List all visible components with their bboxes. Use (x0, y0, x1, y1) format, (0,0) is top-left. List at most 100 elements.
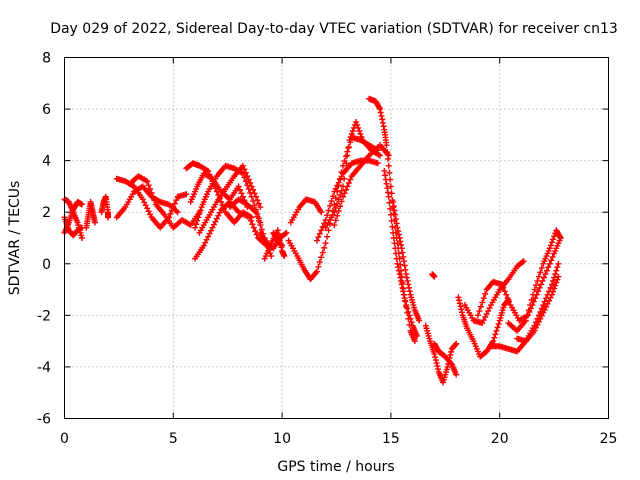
x-axis-label: GPS time / hours (277, 459, 394, 475)
data-point (540, 309, 547, 316)
data-point (455, 294, 462, 301)
data-point (334, 182, 341, 189)
data-point (535, 273, 542, 280)
data-point (398, 241, 405, 248)
data-point (405, 308, 412, 315)
data-point (389, 223, 396, 230)
data-point (544, 300, 551, 307)
data-point (250, 198, 257, 205)
data-point (403, 302, 410, 309)
data-point (432, 357, 439, 364)
data-point (416, 317, 423, 324)
data-point (332, 185, 339, 192)
data-point (395, 264, 402, 271)
y-tick-label: 6 (42, 102, 51, 118)
data-point (251, 190, 258, 197)
data-point (343, 160, 350, 167)
data-point (383, 180, 390, 187)
data-point (503, 291, 510, 298)
data-point (433, 360, 440, 367)
data-point (377, 109, 384, 116)
data-point (279, 242, 286, 249)
data-point (556, 233, 563, 240)
data-point (194, 217, 201, 224)
data-point (241, 174, 248, 181)
data-point (168, 207, 175, 214)
data-point (493, 327, 500, 334)
data-point (406, 284, 413, 291)
data-point (250, 224, 257, 231)
data-point (197, 207, 204, 214)
data-point (377, 152, 384, 159)
data-point (520, 258, 527, 265)
data-point (346, 137, 353, 144)
data-point (534, 277, 541, 284)
x-tick-labels: 0 5 10 15 20 25 (60, 431, 617, 447)
data-point (148, 189, 155, 196)
data-point (399, 284, 406, 291)
data-point (548, 257, 555, 264)
plot-frame (64, 57, 609, 419)
data-point (78, 235, 85, 241)
data-point (550, 236, 557, 243)
data-point (431, 351, 438, 358)
data-point (242, 169, 249, 176)
data-point (257, 204, 264, 211)
data-point (392, 216, 399, 223)
data-point (432, 354, 439, 361)
data-point (318, 227, 325, 234)
data-point (398, 277, 405, 284)
data-point (342, 167, 349, 174)
series-track-20 (322, 118, 384, 231)
series-track-34 (514, 273, 562, 345)
data-point (171, 200, 178, 207)
data-point (406, 312, 413, 319)
data-point (552, 271, 559, 278)
data-point (491, 334, 498, 341)
data-point (404, 277, 411, 284)
data-point (553, 279, 560, 286)
y-tick-label: 2 (42, 205, 51, 221)
data-point (453, 371, 460, 378)
data-point (235, 183, 242, 190)
data-point (539, 277, 546, 284)
data-point (340, 162, 347, 169)
data-point (555, 260, 562, 267)
data-point (551, 285, 558, 292)
data-point (254, 213, 261, 220)
data-point (382, 176, 389, 183)
data-point (408, 319, 415, 326)
data-point (395, 267, 402, 274)
data-point (390, 235, 397, 241)
data-point (193, 221, 200, 228)
x-tick-label: 0 (60, 431, 69, 447)
data-point (274, 227, 281, 234)
data-point (504, 295, 511, 302)
x-tick-label: 5 (169, 431, 178, 447)
data-point (210, 221, 217, 228)
data-point (447, 351, 454, 358)
data-point (196, 210, 203, 217)
data-point (392, 245, 399, 252)
data-point (248, 183, 255, 190)
data-point (554, 264, 561, 271)
data-point (340, 193, 347, 200)
data-point (345, 144, 352, 151)
data-point (374, 160, 381, 167)
data-point (550, 288, 557, 295)
data-point (398, 245, 405, 252)
data-point (382, 172, 389, 179)
data-point (384, 155, 391, 162)
data-point (540, 274, 547, 281)
x-tick-label: 15 (382, 431, 400, 447)
data-point (379, 116, 386, 123)
data-point (215, 212, 222, 219)
data-point (173, 197, 180, 204)
data-point (400, 258, 407, 265)
data-point (319, 223, 326, 230)
data-point (543, 303, 550, 310)
data-point (347, 134, 354, 141)
data-point (206, 230, 213, 237)
series-track-08 (126, 173, 203, 231)
data-point (548, 291, 555, 298)
